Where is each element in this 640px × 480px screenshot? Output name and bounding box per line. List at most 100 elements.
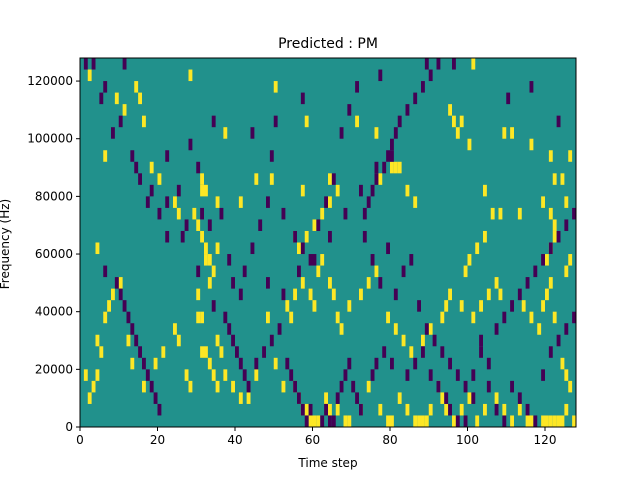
heatmap-cell-high xyxy=(138,92,142,105)
heatmap-cell-low xyxy=(370,369,375,381)
heatmap-cell-low xyxy=(541,254,545,266)
heatmap-cell-high xyxy=(448,104,452,116)
heatmap-cell-high xyxy=(541,300,545,312)
heatmap-cell-high xyxy=(560,357,565,370)
heatmap-cell-high xyxy=(498,288,503,301)
heatmap-cell-low xyxy=(324,403,328,416)
heatmap-cell-low xyxy=(266,196,270,208)
x-tick-label: 100 xyxy=(456,433,479,447)
heatmap-cell-low xyxy=(254,357,259,370)
heatmap-cell-high xyxy=(200,184,204,197)
heatmap-cell-low xyxy=(494,403,499,416)
heatmap-cell-low xyxy=(452,58,456,70)
heatmap-cell-high xyxy=(568,254,573,266)
heatmap-cell-high xyxy=(390,415,394,427)
x-tick-label: 40 xyxy=(227,433,242,447)
heatmap-cell-high xyxy=(355,115,359,128)
heatmap-cell-high xyxy=(95,369,100,381)
heatmap-cell-low xyxy=(188,138,193,151)
heatmap-cell-high xyxy=(467,254,472,266)
heatmap-cell-high xyxy=(304,403,309,416)
heatmap-cell-low xyxy=(293,230,297,243)
heatmap-cell-high xyxy=(246,392,251,404)
heatmap-cell-low xyxy=(242,369,247,381)
x-tick-label: 80 xyxy=(382,433,397,447)
x-axis-label: Time step xyxy=(297,456,357,470)
heatmap-cell-high xyxy=(502,127,507,139)
heatmap-cell-high xyxy=(521,300,526,312)
heatmap-cell-low xyxy=(339,127,344,139)
heatmap-cell-low xyxy=(118,288,123,301)
heatmap-cell-low xyxy=(293,380,297,393)
heatmap-cell-high xyxy=(215,196,220,208)
heatmap-cell-high xyxy=(548,207,553,220)
heatmap-cell-high xyxy=(525,415,530,427)
heatmap-cell-high xyxy=(176,207,181,220)
heatmap-cell-high xyxy=(424,415,429,427)
heatmap-cell-high xyxy=(510,415,514,427)
heatmap-cell-low xyxy=(320,415,325,427)
heatmap-cell-high xyxy=(452,415,456,427)
heatmap-cell-high xyxy=(552,415,557,427)
heatmap-cell-low xyxy=(297,392,301,404)
heatmap-cell-high xyxy=(405,403,410,416)
heatmap-cell-low xyxy=(366,196,371,208)
heatmap-cell-high xyxy=(335,311,340,324)
heatmap-cell-low xyxy=(211,115,216,128)
heatmap-cell-low xyxy=(300,403,305,416)
heatmap-cell-low xyxy=(176,184,181,197)
heatmap-cell-high xyxy=(188,69,193,82)
heatmap-cell-high xyxy=(223,127,228,139)
heatmap-cell-low xyxy=(517,288,522,301)
heatmap-cell-low xyxy=(180,230,185,243)
y-tick-label: 20000 xyxy=(35,362,73,376)
heatmap-cell-low xyxy=(142,357,146,370)
heatmap-cell-low xyxy=(250,242,255,255)
heatmap-cell-low xyxy=(196,161,201,174)
heatmap-cell-high xyxy=(289,311,294,324)
heatmap-cell-low xyxy=(390,138,394,151)
heatmap-cell-low xyxy=(111,127,115,139)
heatmap-cell-high xyxy=(328,196,332,208)
y-tick-label: 40000 xyxy=(35,305,73,319)
heatmap-cell-high xyxy=(552,230,557,243)
heatmap-cell-low xyxy=(281,288,286,301)
heatmap-cell-low xyxy=(134,334,139,347)
heatmap-cell-high xyxy=(366,380,371,393)
heatmap-cell-high xyxy=(211,265,216,278)
heatmap-cell-high xyxy=(297,242,301,255)
heatmap-cell-high xyxy=(273,81,278,93)
heatmap-cell-high xyxy=(192,207,197,220)
heatmap-cell-high xyxy=(211,369,216,381)
heatmap-cell-high xyxy=(529,138,534,151)
heatmap-cell-low xyxy=(370,254,375,266)
heatmap-cell-low xyxy=(494,323,499,335)
heatmap-cell-low xyxy=(238,357,243,370)
heatmap-cell-low xyxy=(300,92,305,105)
heatmap-cell-low xyxy=(223,311,228,324)
heatmap-cell-high xyxy=(552,173,557,185)
heatmap-cell-high xyxy=(231,380,235,393)
heatmap-cell-low xyxy=(103,81,108,93)
heatmap-cell-high xyxy=(142,115,146,128)
heatmap-cell-low xyxy=(510,300,514,312)
heatmap-cell-low xyxy=(378,69,383,82)
heatmap-cell-low xyxy=(250,127,255,139)
heatmap-cell-high xyxy=(204,242,208,255)
heatmap-cell-high xyxy=(572,415,576,427)
heatmap-cell-high xyxy=(374,127,379,139)
heatmap-cell-high xyxy=(502,403,507,416)
heatmap-cell-low xyxy=(149,380,154,393)
heatmap-cell-low xyxy=(479,346,483,358)
heatmap-cell-high xyxy=(204,184,208,197)
heatmap-cell-low xyxy=(262,346,266,358)
heatmap-cell-high xyxy=(483,230,487,243)
heatmap-cell-low xyxy=(362,207,367,220)
heatmap-cell-low xyxy=(374,357,379,370)
heatmap-cell-low xyxy=(231,277,235,289)
heatmap-cell-low xyxy=(548,346,553,358)
heatmap-cell-high xyxy=(130,357,135,370)
heatmap-cell-high xyxy=(397,392,402,404)
heatmap-cell-low xyxy=(506,92,511,105)
